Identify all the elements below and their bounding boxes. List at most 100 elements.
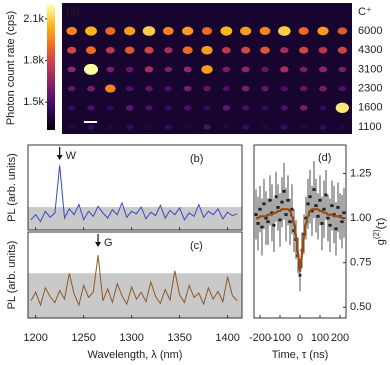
heatmap-spot [261,124,269,130]
heatmap-spot [106,66,115,73]
data-point [288,220,292,224]
y-tick-label: 1.00 [350,212,371,224]
heatmap-spot [201,45,213,55]
heatmap-spot [338,124,346,130]
heatmap-spot [144,46,154,54]
heatmap-spot [319,124,327,130]
heatmap-spot [240,26,252,36]
data-point [270,211,274,215]
data-point [278,218,282,222]
panel-label: (b) [190,153,203,165]
data-point [330,204,334,208]
heatmap-spot [299,104,308,111]
colorbar-tick-label: 1.8k [23,54,44,66]
x-tick-label: 0 [297,332,303,344]
heatmap-spot [105,27,116,35]
plot-frame [27,144,243,231]
heatmap-spot [203,85,211,92]
spectrum-line [30,165,238,223]
row-label: 1600 [358,102,382,114]
heatmap-spot [125,66,134,73]
x-tick-label: -200 [249,332,271,344]
heatmap-spot [298,27,309,35]
data-point [312,188,316,191]
data-point [274,195,278,199]
data-point [336,206,340,209]
data-point [314,204,318,208]
data-point [264,216,268,220]
heatmap-spot [261,66,269,73]
heatmap-spot [105,84,116,93]
colorbar-tick-label: 1.5k [23,96,44,108]
heatmap-spot [259,26,271,36]
heatmap-spot [280,47,289,54]
data-point [292,229,296,233]
heatmap-spot [299,46,309,54]
heatmap-spot [182,46,193,55]
heatmap-spot [87,124,95,130]
x-tick-label: 1200 [23,332,47,344]
heatmap-spot [66,26,77,36]
data-point [260,225,264,229]
heatmap-spot [145,124,153,130]
heatmap-spot [163,26,174,36]
heatmap-spot [67,85,76,92]
spectrum-line [30,255,238,307]
heatmap-spot [222,85,231,92]
x-tick-label: 1300 [119,332,143,344]
data-point [282,189,286,193]
data-point [326,216,330,220]
data-point [262,202,266,206]
y-label-rest: (τ) [375,218,387,230]
heatmap-spot [280,66,289,73]
data-point [304,216,308,220]
colorbar [47,5,55,130]
heatmap-spot [184,124,192,130]
data-point [258,207,262,211]
row-label: 4300 [358,44,382,56]
heatmap-spot [319,105,327,111]
heatmap-spot [222,66,231,73]
heatmap-spot [183,85,192,92]
row-labels-title: C⁺ [358,6,372,18]
y-axis-label: PL (arb. units) [6,153,18,222]
heatmap-spot [85,46,97,55]
colorbar-label: Photon count rate (cps) [5,11,17,125]
data-point [290,207,294,211]
heatmap-spot [183,66,192,73]
heatmap-spot [106,124,114,130]
heatmap-spot [164,105,172,111]
heatmap-spot [338,85,347,92]
y-label-sup: (2) [372,229,381,239]
heatmap-spot [125,85,134,92]
heatmap-spot [241,46,251,54]
heatmap-spot [317,26,329,36]
heatmap-spot [318,66,328,73]
data-point [340,220,344,224]
heatmap-spot [280,124,288,130]
heatmap-spot [87,85,95,92]
panel-label: (a) [66,6,79,18]
heatmap-spot [280,105,289,111]
row-label: 1100 [358,121,382,133]
row-label: 2300 [358,83,382,95]
heatmap-spot [338,66,347,73]
panel-label: (d) [318,152,331,164]
heatmap-spot [124,46,135,54]
data-point [268,198,272,202]
heatmap-spot [241,85,250,92]
heatmap-spot [318,46,328,54]
data-point [266,220,270,224]
heatmap-spot [221,46,231,54]
annotation-arrowhead [56,155,63,160]
heatmap-spot [299,66,308,73]
heatmap-spot [261,85,269,92]
heatmap-spot [242,124,250,130]
fit-line [256,208,344,272]
heatmap-spot [260,46,270,54]
heatmap-spot [203,105,211,111]
heatmap-spot [124,26,136,36]
heatmap-spot [126,124,134,130]
heatmap-spot [145,105,153,111]
